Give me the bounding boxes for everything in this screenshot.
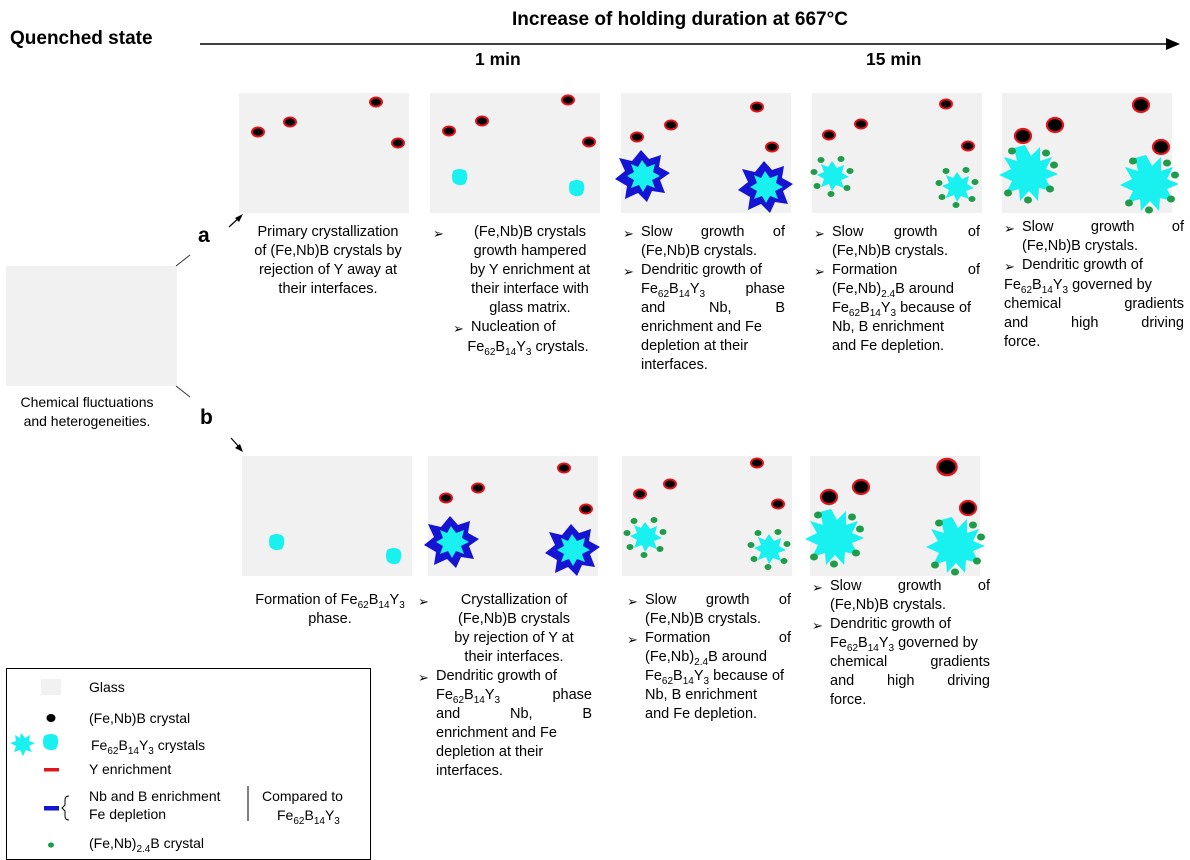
branch-lines (175, 214, 243, 452)
legend-compared: Compared to (262, 788, 343, 804)
fenbb-crystal-particle (765, 141, 779, 153)
fenbb-crystal-particle (958, 499, 978, 517)
fe62-dendrite-large (999, 145, 1058, 204)
fe62-dendrite-large (805, 509, 864, 568)
fenbb-crystal-particle (771, 498, 785, 510)
fe62-dendrite-blue-rim (424, 516, 479, 568)
fenbb-crystal-particle (664, 119, 678, 131)
time-label-1min: 1 min (475, 49, 521, 69)
fe62-dendrite-large (1120, 155, 1179, 214)
row-a-label: a (198, 224, 210, 247)
fe62-dendrite-green (935, 167, 979, 208)
fe62-dendrite-blue-rim (738, 161, 793, 213)
fenbb-crystal-particle (582, 136, 596, 148)
fe62-dendrite-icon (10, 733, 35, 756)
fe62-dendrite-blue-rim (615, 150, 670, 202)
fenbb-crystal-particle (1151, 138, 1171, 156)
fe62-dendrite-blue-rim (545, 524, 600, 576)
fenbb-crystal-particle (1045, 116, 1065, 134)
fe62-dendrite-green (747, 529, 791, 570)
fe62-dendrite-large (926, 517, 985, 576)
caption-b4: ➢ Slow growth of (Fe,Nb)B crystals. ➢ De… (812, 578, 990, 708)
legend-glass: Glass (89, 679, 125, 695)
fenbb-crystal-particle (1131, 96, 1151, 114)
fenbb-crystal-particle (439, 492, 453, 504)
caption-b1: Formation of Fe62B14Y3 phase. (255, 592, 405, 627)
initial-caption: Chemical fluctuations and heterogeneitie… (20, 394, 154, 429)
fe62-nucleus-icon (43, 734, 59, 751)
nb-enrichment-swatch (44, 806, 59, 811)
legend-y-enrichment: Y enrichment (89, 761, 172, 777)
fenbb-crystal-particle (854, 118, 868, 130)
initial-glass-panel (6, 266, 177, 386)
fenbb-crystal-particle (961, 140, 975, 152)
legend-fenb24: (Fe,Nb)2.4B crystal (89, 835, 205, 855)
fenbb-crystal-particle (750, 457, 764, 469)
fe62-nucleus-particle (269, 534, 285, 551)
fenbb-crystal-particle (633, 488, 647, 500)
fenbb-crystal-particle (557, 462, 571, 474)
glass-swatch (41, 679, 61, 695)
fenbb-crystal-particle (251, 126, 265, 138)
fenbb-crystal-particle (579, 503, 593, 515)
legend-fenbb: (Fe,Nb)B crystal (89, 710, 191, 726)
fenbb-crystal-particle (369, 96, 383, 108)
legend-symbols (10, 679, 249, 848)
fenbb-crystal-particle (851, 478, 871, 496)
fenbb-crystal-particle (442, 125, 456, 137)
fenbb-crystal-particle (663, 478, 677, 490)
fenbb-crystal-particle (936, 457, 958, 477)
legend-compared-formula: Fe62B14Y3 (277, 807, 340, 827)
fenbb-crystal-particle (1013, 127, 1033, 145)
legend-fe62: Fe62B14Y3 crystals (91, 737, 206, 757)
time-label-15min: 15 min (866, 49, 922, 69)
caption-a2: ➢ (Fe,Nb)B crystals growth hampered by Y… (433, 224, 591, 358)
legend-fe-depletion: Fe depletion (89, 806, 167, 822)
caption-a1: Primary crystallization of (Fe,Nb)B crys… (254, 224, 402, 297)
row-b-label: b (200, 406, 213, 429)
time-arrow (200, 38, 1180, 50)
holding-duration-title: Increase of holding duration at 667°C (512, 9, 848, 30)
fenbb-crystal-particle (475, 115, 489, 127)
brace-icon (61, 795, 70, 821)
fenbb-crystal-particle (471, 482, 485, 494)
fenbb-crystal-particle (561, 94, 575, 106)
fenb24-crystal-icon (48, 842, 54, 848)
fenbb-crystal-particle (391, 137, 405, 149)
fenbb-crystal-particle (630, 131, 644, 143)
legend-box: Glass (Fe,Nb)B crystal Fe62B14Y3 crystal… (6, 668, 371, 860)
fe62-dendrite-green (623, 517, 667, 558)
quenched-state-label: Quenched state (10, 28, 153, 49)
caption-b2: ➢ Crystallization of (Fe,Nb)B crystals b… (418, 592, 593, 779)
caption-a5: ➢ Slow growth of (Fe,Nb)B crystals. ➢ De… (1004, 219, 1184, 350)
fenbb-crystal-particle (819, 488, 839, 506)
y-enrichment-swatch (44, 768, 59, 772)
fenbb-crystal-particle (939, 98, 953, 110)
panel-a1 (239, 93, 409, 213)
fenbb-crystal-particle (750, 101, 764, 113)
panel-b1 (242, 456, 412, 576)
fe62-nucleus-particle (569, 180, 585, 197)
fenbb-crystal-particle (283, 116, 297, 128)
caption-b3: ➢ Slow growth of (Fe,Nb)B crystals. ➢ Fo… (627, 592, 791, 722)
fenbb-crystal-icon (46, 714, 56, 722)
fe62-dendrite-green (810, 156, 854, 197)
caption-a3: ➢ Slow growth of (Fe,Nb)B crystals. ➢ De… (623, 224, 786, 373)
fe62-nucleus-particle (386, 548, 402, 565)
legend-nb-b: Nb and B enrichment (89, 788, 221, 804)
fenbb-crystal-particle (822, 129, 836, 141)
fe62-nucleus-particle (452, 169, 468, 186)
caption-a4: ➢ Slow growth of (Fe,Nb)B crystals. ➢ Fo… (814, 224, 980, 354)
